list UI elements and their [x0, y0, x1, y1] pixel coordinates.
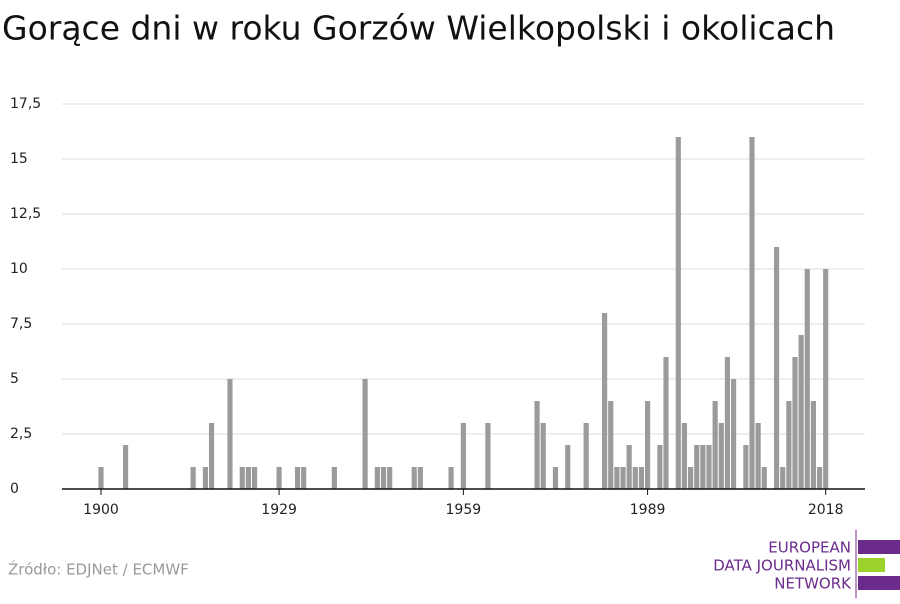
logo: EUROPEAN DATA JOURNALISM NETWORK: [713, 530, 900, 598]
bar: [251, 467, 258, 489]
x-tick-label: 1929: [261, 502, 297, 518]
bar: [245, 467, 251, 489]
y-tick-label: 15: [10, 151, 28, 167]
bar: [202, 467, 208, 489]
x-tick-label: 2018: [808, 502, 844, 518]
bar: [626, 445, 632, 489]
logo-bar: [858, 576, 900, 590]
bar: [190, 467, 196, 489]
bar: [98, 467, 104, 489]
bar: [227, 379, 233, 489]
logo-bar: [858, 540, 900, 554]
bar: [645, 401, 651, 489]
y-tick-label: 5: [10, 371, 19, 387]
bar: [380, 467, 387, 489]
bar: [730, 379, 737, 489]
bar: [773, 247, 780, 489]
x-tick-label: 1900: [83, 502, 119, 518]
bar: [798, 335, 804, 489]
bar: [786, 401, 792, 489]
bar: [208, 423, 215, 489]
bar: [602, 313, 608, 489]
logo-text: NETWORK: [774, 575, 852, 593]
bar: [448, 467, 454, 489]
bar: [638, 467, 645, 489]
bar: [780, 467, 786, 489]
bar: [694, 445, 700, 489]
bar: [583, 423, 589, 489]
bar: [810, 401, 816, 489]
bar: [362, 379, 368, 489]
bar: [239, 467, 245, 489]
bar: [485, 423, 491, 489]
bar: [657, 445, 663, 489]
bar: [632, 467, 638, 489]
bar: [681, 423, 688, 489]
y-tick-label: 17,5: [10, 96, 41, 112]
bar: [706, 445, 712, 489]
bar: [417, 467, 423, 489]
bar: [620, 467, 626, 489]
bar: [792, 357, 798, 489]
bar: [675, 137, 681, 489]
bar: [122, 445, 129, 489]
y-tick-label: 2,5: [10, 426, 32, 442]
y-tick-label: 0: [10, 481, 19, 497]
bar: [823, 269, 829, 489]
bar: [688, 467, 694, 489]
y-tick-label: 12,5: [10, 206, 41, 222]
bar: [276, 467, 282, 489]
x-tick-label: 1959: [446, 502, 482, 518]
y-tick-label: 7,5: [10, 316, 32, 332]
chart-title: Gorące dni w roku Gorzów Wielkopolski i …: [2, 9, 835, 48]
bar: [804, 269, 810, 489]
logo-text: EUROPEAN: [768, 539, 851, 557]
bar: [387, 467, 393, 489]
source: Źródło: EDJNet / ECMWF: [8, 560, 189, 579]
logo-bar: [858, 558, 885, 572]
bar: [700, 445, 706, 489]
y-tick-label: 10: [10, 261, 28, 277]
bar: [331, 467, 337, 489]
bar: [749, 137, 755, 489]
bar: [374, 467, 380, 489]
bar: [294, 467, 301, 489]
bar: [712, 401, 718, 489]
bar: [755, 423, 761, 489]
bar: [301, 467, 307, 489]
bar: [663, 357, 669, 489]
bar: [540, 423, 546, 489]
bar: [718, 423, 724, 489]
bar: [743, 445, 749, 489]
bar: [534, 401, 540, 489]
x-tick-label: 1989: [630, 502, 666, 518]
bar: [614, 467, 620, 489]
bar: [411, 467, 417, 489]
bar: [565, 445, 571, 489]
bar: [724, 357, 731, 489]
bar: [552, 467, 559, 489]
logo-text: DATA JOURNALISM: [713, 557, 851, 575]
bar: [816, 467, 823, 489]
bar: [608, 401, 614, 489]
bar: [761, 467, 767, 489]
bar: [460, 423, 466, 489]
